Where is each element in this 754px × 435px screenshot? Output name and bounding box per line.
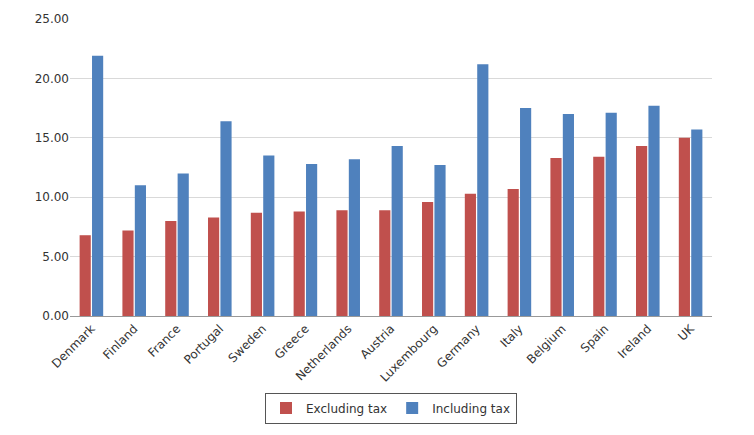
svg-text:Including tax: Including tax	[432, 402, 510, 416]
svg-text:Greece: Greece	[272, 322, 312, 362]
svg-text:France: France	[145, 322, 183, 360]
svg-text:0.00: 0.00	[42, 309, 69, 323]
svg-text:Austria: Austria	[357, 322, 397, 362]
svg-text:Sweden: Sweden	[226, 322, 269, 365]
svg-text:Netherlands: Netherlands	[293, 322, 355, 384]
svg-text:Spain: Spain	[578, 322, 612, 356]
svg-text:20.00: 20.00	[35, 72, 69, 86]
svg-text:Finland: Finland	[100, 322, 140, 362]
svg-text:UK: UK	[675, 321, 697, 343]
svg-text:Ireland: Ireland	[615, 322, 654, 361]
svg-text:Excluding tax: Excluding tax	[306, 402, 387, 416]
svg-text:Belgium: Belgium	[524, 322, 569, 367]
svg-text:Italy: Italy	[497, 322, 525, 350]
svg-text:Portugal: Portugal	[181, 322, 226, 367]
svg-text:Germany: Germany	[434, 322, 483, 371]
svg-text:15.00: 15.00	[35, 131, 69, 145]
svg-text:Denmark: Denmark	[49, 322, 98, 371]
svg-text:Luxembourg: Luxembourg	[377, 322, 440, 385]
svg-text:10.00: 10.00	[35, 190, 69, 204]
svg-text:5.00: 5.00	[42, 250, 69, 264]
svg-text:25.00: 25.00	[35, 12, 69, 26]
